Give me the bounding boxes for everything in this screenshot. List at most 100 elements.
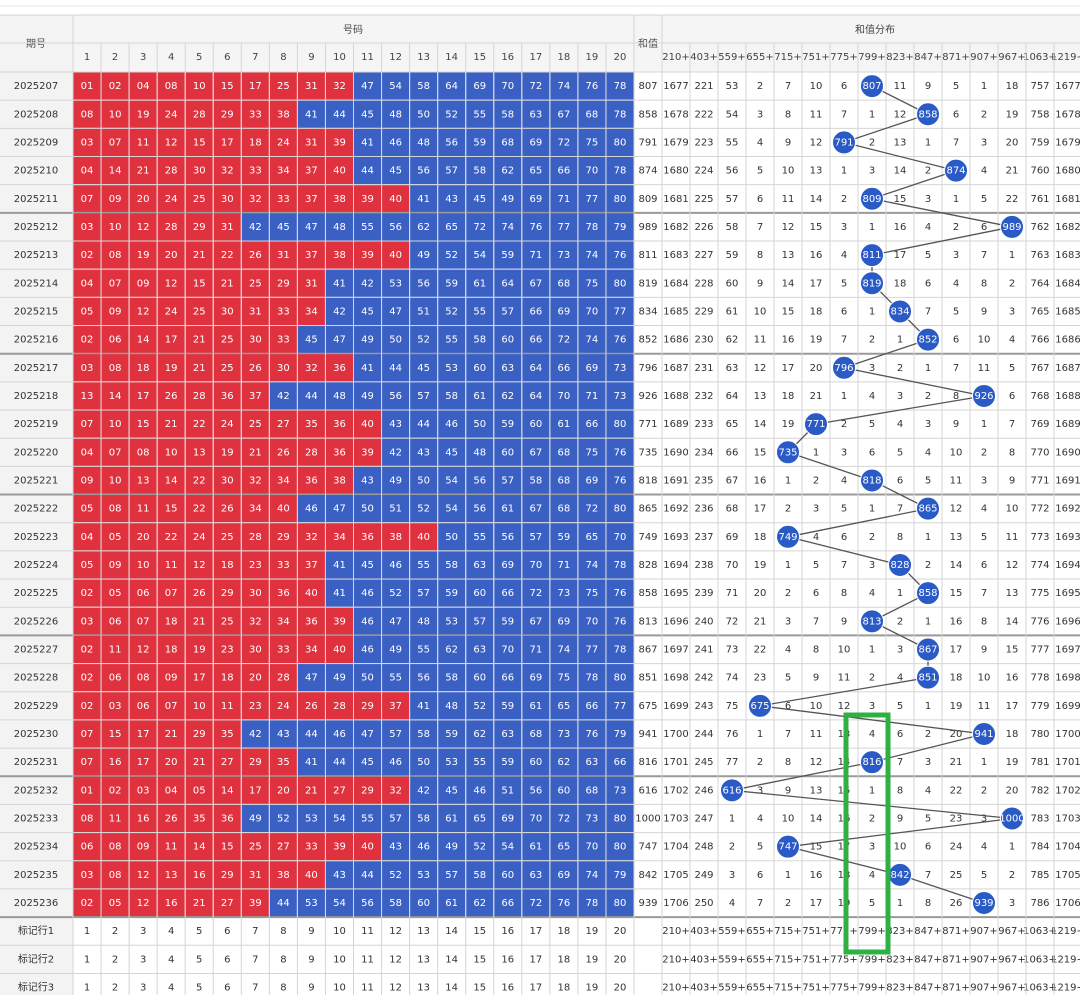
number: 52 (445, 109, 458, 120)
number: 12 (137, 644, 150, 655)
number-cell (578, 664, 606, 692)
number: 69 (501, 814, 514, 825)
number-cell (410, 551, 438, 579)
number: 49 (249, 814, 262, 825)
dist-value: 4 (925, 222, 931, 233)
number: 39 (333, 842, 346, 853)
number-cell (325, 354, 353, 382)
number: 69 (558, 616, 571, 627)
number: 72 (529, 898, 542, 909)
number: 70 (586, 166, 599, 177)
marker-dist: 907+ (970, 954, 997, 965)
number-cell (297, 241, 325, 269)
number: 29 (221, 109, 234, 120)
number: 35 (277, 757, 290, 768)
number-cell (129, 804, 157, 833)
dist-value: 1 (785, 475, 791, 486)
number-cell (241, 861, 269, 889)
number-cell (213, 551, 241, 579)
dist-value: 13 (1006, 588, 1019, 599)
number-cell (101, 466, 129, 495)
dist-value: 771 (1030, 475, 1049, 486)
number-column-label: 14 (445, 52, 458, 63)
number: 55 (473, 532, 486, 543)
number-cell (325, 466, 353, 495)
dist-value: 9 (981, 306, 987, 317)
number-cell (522, 551, 550, 579)
number: 45 (389, 166, 402, 177)
number-cell (241, 410, 269, 438)
dist-value: 7 (925, 870, 931, 881)
dist-value: 3 (785, 616, 791, 627)
number-cell (494, 241, 522, 269)
dist-value: 234 (694, 447, 713, 458)
dist-value: 1695 (1055, 588, 1080, 599)
number: 67 (529, 616, 542, 627)
number-cell (606, 804, 634, 833)
dist-value: 3 (869, 560, 875, 571)
number-cell (522, 495, 550, 523)
dist-value: 15 (782, 306, 795, 317)
number: 60 (473, 588, 486, 599)
dist-value: 13 (782, 250, 795, 261)
marker-number: 13 (417, 983, 430, 994)
dist-value: 775 (1030, 588, 1049, 599)
number-cell (522, 607, 550, 635)
number-cell (382, 326, 410, 354)
number: 39 (333, 616, 346, 627)
number-cell (606, 382, 634, 410)
number-cell (101, 664, 129, 692)
period: 2025229 (14, 701, 59, 712)
marker-dist: 403+ (690, 983, 717, 994)
hit-value: 858 (918, 109, 937, 120)
dist-value: 1 (1009, 250, 1015, 261)
number-cell (157, 833, 185, 861)
number: 02 (81, 335, 94, 346)
number-cell (325, 692, 353, 720)
number-column-label: 19 (586, 52, 599, 63)
number: 76 (586, 729, 599, 740)
marker-dist: 871+ (942, 954, 969, 965)
number: 56 (529, 785, 542, 796)
number-cell (73, 326, 101, 354)
number: 43 (389, 419, 402, 430)
number-cell (578, 241, 606, 269)
number: 44 (361, 870, 374, 881)
dist-value: 2 (813, 475, 819, 486)
number-cell (354, 804, 382, 833)
dist-value: 18 (1006, 729, 1019, 740)
number: 03 (81, 870, 94, 881)
period: 2025235 (14, 870, 59, 881)
number-cell (297, 664, 325, 692)
number: 60 (473, 673, 486, 684)
marker-number: 2 (112, 954, 118, 965)
marker-dist: 715+ (774, 926, 801, 937)
link-line (843, 338, 929, 369)
number-cell (438, 635, 466, 664)
sum: 675 (638, 701, 657, 712)
marker-number: 1 (84, 954, 90, 965)
number-cell (129, 297, 157, 326)
number: 15 (165, 504, 178, 515)
number: 49 (417, 250, 430, 261)
period: 2025220 (14, 447, 59, 458)
number-cell (157, 748, 185, 776)
number-cell (382, 297, 410, 326)
marker-number: 19 (586, 926, 599, 937)
number: 61 (558, 419, 571, 430)
dist-value: 1681 (1055, 194, 1080, 205)
marker-number: 12 (389, 926, 402, 937)
dist-value: 1 (813, 447, 819, 458)
number-cell (269, 776, 297, 804)
number: 17 (249, 81, 262, 92)
number-cell (466, 410, 494, 438)
dist-value: 765 (1030, 306, 1049, 317)
number: 66 (501, 673, 514, 684)
number-cell (241, 607, 269, 635)
hit-circle (860, 609, 884, 634)
dist-value: 13 (950, 532, 963, 543)
number-cell (522, 213, 550, 241)
dist-value: 21 (810, 391, 823, 402)
number: 39 (361, 250, 374, 261)
marker-number: 12 (389, 954, 402, 965)
